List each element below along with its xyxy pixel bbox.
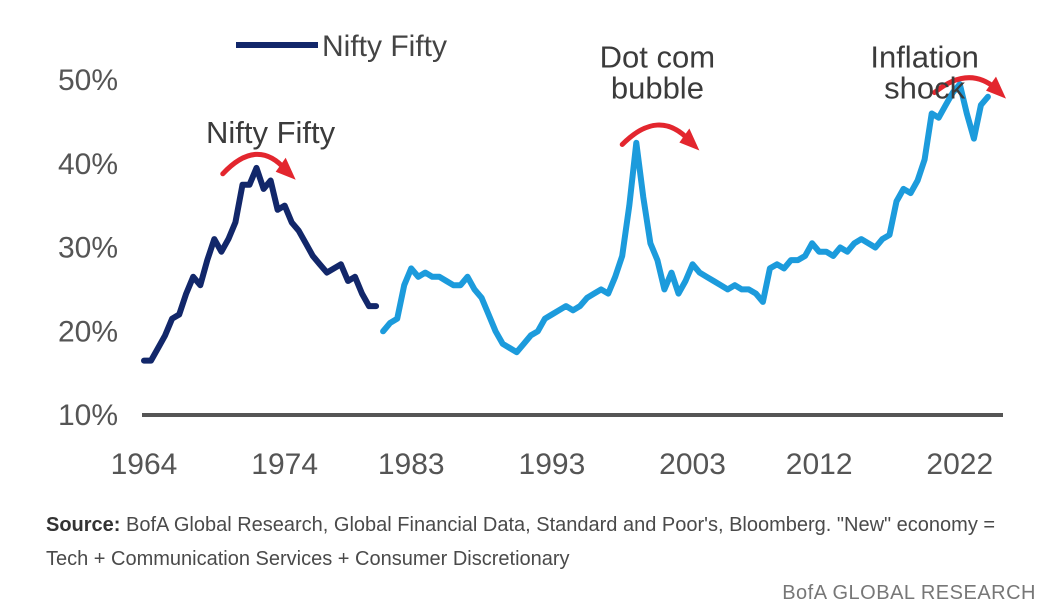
source-label: Source:	[46, 514, 121, 536]
x-tick-label: 1964	[111, 448, 178, 481]
annotation-arrow	[619, 122, 700, 151]
annotation-label: Nifty Fifty	[206, 115, 336, 150]
annotation-arrow	[220, 151, 296, 180]
y-tick-label: 20%	[58, 315, 118, 348]
x-tick-label: 2022	[926, 448, 993, 481]
source-text: BofA Global Research, Global Financial D…	[46, 514, 996, 570]
x-tick-label: 1983	[378, 448, 445, 481]
annotation-label: Inflation	[870, 39, 979, 74]
y-tick-label: 40%	[58, 148, 118, 181]
series-line-nifty-fifty	[141, 164, 380, 364]
annotation-label: shock	[884, 70, 965, 105]
x-tick-label: 2003	[659, 448, 726, 481]
y-tick-label: 50%	[58, 64, 118, 97]
y-tick-label: 30%	[58, 232, 118, 265]
annotation-arrow	[931, 75, 1006, 99]
source-note: Source: BofA Global Research, Global Fin…	[46, 508, 1036, 576]
annotation-label: bubble	[611, 70, 704, 105]
x-axis: 1964 1974 1983 1993 2003 2012 2022	[111, 448, 994, 481]
y-tick-label: 10%	[58, 399, 118, 432]
x-tick-label: 2012	[786, 448, 853, 481]
brand-watermark: BofA GLOBAL RESEARCH	[782, 582, 1036, 604]
legend-label-nifty-fifty: Nifty Fifty	[322, 30, 447, 63]
annotation-arrows	[220, 75, 1006, 180]
legend: Nifty Fifty	[236, 30, 447, 63]
series-layer	[141, 81, 991, 364]
x-tick-label: 1974	[251, 448, 318, 481]
line-chart: 10% 20% 30% 40% 50% 1964 1974 1983 1993 2003 2012…	[58, 30, 1006, 481]
series-line-new-economy	[380, 81, 991, 356]
y-axis: 10% 20% 30% 40% 50%	[58, 64, 118, 432]
x-tick-label: 1993	[519, 448, 586, 481]
annotation-label: Dot com	[600, 39, 715, 74]
